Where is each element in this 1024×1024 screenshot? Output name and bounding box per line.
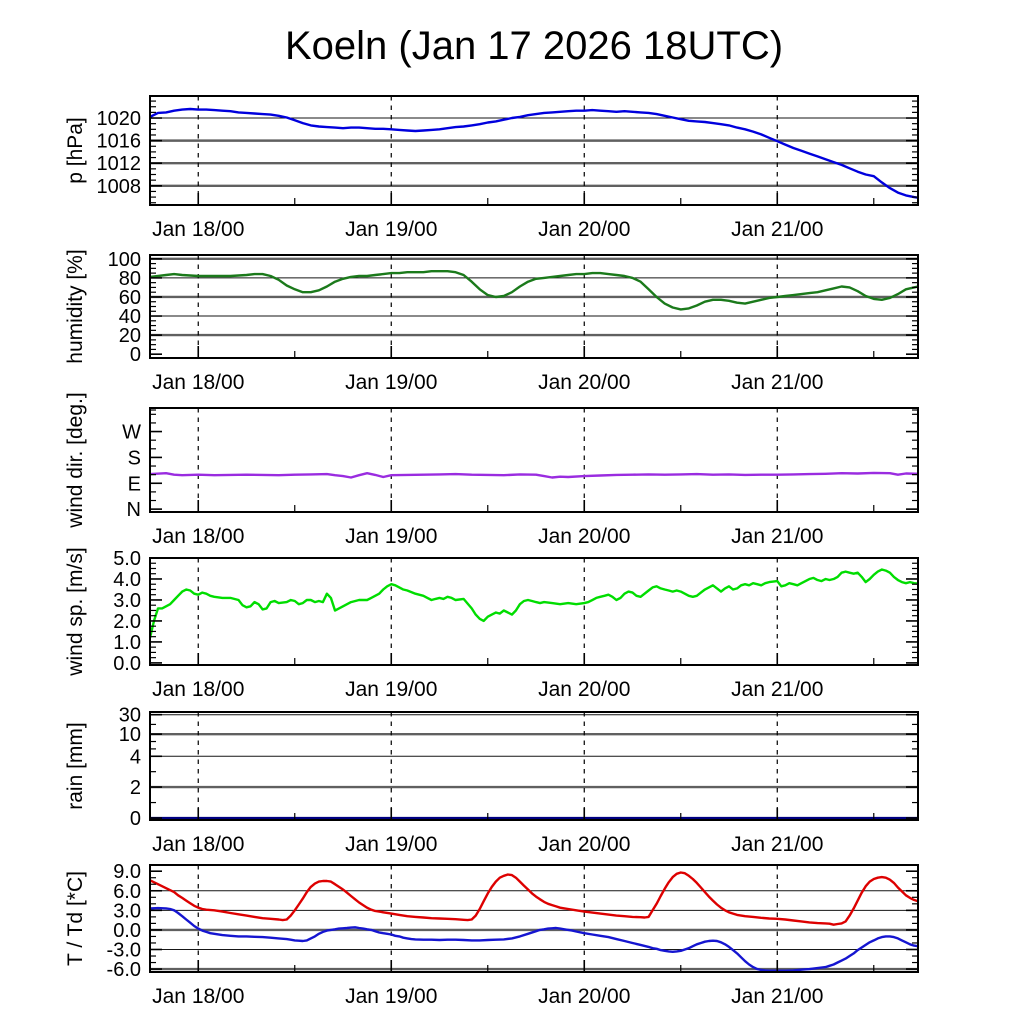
x-date-label: Jan 21/00 [731, 985, 823, 1008]
ytick-label: 0.0 [113, 920, 141, 942]
wind_speed-series-wind_speed [150, 568, 918, 639]
panel-wind_speed: 5.04.03.02.01.00.0 Jan 18/00 Jan 19/00 Jan … [64, 547, 919, 701]
x-date-label: Jan 19/00 [345, 218, 437, 241]
ylabel-wind_speed: wind sp. [m/s] [64, 547, 87, 676]
ytick-label: 0 [130, 808, 141, 830]
ytick-label: -3.0 [107, 939, 141, 961]
x-date-label: Jan 18/00 [152, 525, 244, 548]
humidity-series-humidity [150, 270, 918, 311]
ytick-label: 5.0 [113, 548, 141, 570]
x-date-label: Jan 20/00 [538, 678, 630, 701]
ytick-label: 40 [119, 306, 141, 328]
x-date-label: Jan 20/00 [538, 525, 630, 548]
pressure-series-p [150, 107, 918, 199]
ytick-label: 80 [119, 268, 141, 290]
ytick-label: 3.0 [113, 590, 141, 612]
x-date-label: Jan 19/00 [345, 833, 437, 856]
ytick-label: 30 [119, 705, 141, 727]
ytick-label: 100 [108, 249, 141, 271]
ylabel-rain: rain [mm] [64, 722, 87, 810]
ytick-label: E [128, 473, 141, 495]
x-date-label: Jan 20/00 [538, 985, 630, 1008]
ytick-label: -6.0 [107, 959, 141, 981]
panel-border [149, 95, 919, 206]
x-date-label: Jan 18/00 [152, 218, 244, 241]
ytick-label: 4.0 [113, 569, 141, 591]
panel-temperature: 9.06.03.00.0-3.0-6.0 Jan 18/00 Jan 19/00 Ja… [64, 861, 919, 1008]
ytick-label: 10 [119, 724, 141, 746]
panel-border [149, 711, 919, 821]
ytick-label: 2.0 [113, 611, 141, 633]
ytick-label: W [122, 422, 141, 444]
ylabel-pressure: p [hPa] [64, 117, 87, 184]
ylabel-wind_direction: wind dir. [deg.] [64, 392, 87, 528]
x-date-label: Jan 19/00 [345, 371, 437, 394]
panel-border [149, 407, 919, 513]
temperature-series-Td [150, 906, 918, 972]
ytick-label: 60 [119, 287, 141, 309]
panel-border [149, 557, 919, 666]
x-date-label: Jan 18/00 [152, 678, 244, 701]
x-date-label: Jan 21/00 [731, 833, 823, 856]
ytick-label: 1.0 [113, 632, 141, 654]
x-date-label: Jan 20/00 [538, 218, 630, 241]
x-date-label: Jan 19/00 [345, 985, 437, 1008]
panel-border [149, 864, 919, 973]
ylabel-humidity: humidity [%] [64, 249, 87, 363]
ytick-label: 3.0 [113, 900, 141, 922]
x-date-label: Jan 21/00 [731, 371, 823, 394]
ytick-label: 6.0 [113, 881, 141, 903]
ytick-label: S [128, 447, 141, 469]
ytick-label: 2 [130, 777, 141, 799]
ytick-label: 1020 [97, 108, 142, 130]
wind_direction-series-wind_dir [150, 471, 918, 479]
ytick-label: 0.0 [113, 653, 141, 675]
x-date-label: Jan 21/00 [731, 525, 823, 548]
ylabel-temperature: T / Td [*C] [64, 871, 87, 966]
temperature-series-T [150, 871, 918, 926]
x-date-label: Jan 18/00 [152, 985, 244, 1008]
ytick-label: 1008 [97, 176, 142, 198]
chart-title: Koeln (Jan 17 2026 18UTC) [284, 24, 784, 68]
x-date-label: Jan 18/00 [152, 833, 244, 856]
x-date-label: Jan 21/00 [731, 678, 823, 701]
x-date-label: Jan 19/00 [345, 678, 437, 701]
ytick-label: 1016 [97, 131, 142, 153]
x-date-label: Jan 21/00 [731, 218, 823, 241]
ytick-label: 1012 [97, 153, 142, 175]
ytick-label: 9.0 [113, 861, 141, 883]
ytick-label: N [127, 499, 141, 521]
ytick-label: 0 [130, 344, 141, 366]
x-date-label: Jan 19/00 [345, 525, 437, 548]
x-date-label: Jan 18/00 [152, 371, 244, 394]
ytick-label: 4 [130, 746, 141, 768]
ytick-label: 20 [119, 325, 141, 347]
x-date-label: Jan 20/00 [538, 833, 630, 856]
x-date-label: Jan 20/00 [538, 371, 630, 394]
